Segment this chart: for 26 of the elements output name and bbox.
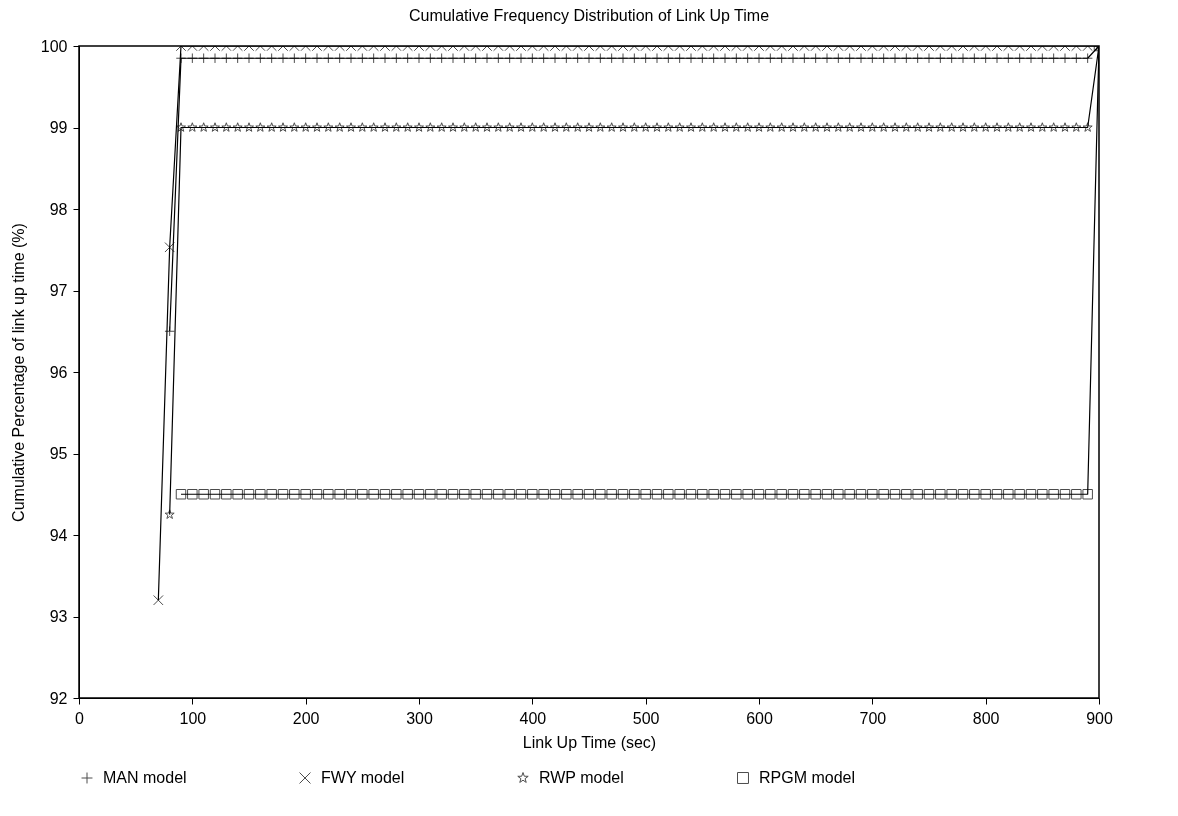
legend-label: FWY model <box>321 769 405 786</box>
x-tick-label: 200 <box>292 709 320 727</box>
chart-title: Cumulative Frequency Distribution of Link Up Time <box>408 7 770 24</box>
y-tick-label: 93 <box>49 608 68 625</box>
x-tick-label: 400 <box>519 709 547 727</box>
legend-label: MAN model <box>103 769 187 786</box>
x-axis-title: Link Up Time (sec) <box>522 733 657 751</box>
x-tick-label: 300 <box>406 709 433 727</box>
x-tick-label: 500 <box>632 709 660 727</box>
legend-label: RPGM model <box>759 769 856 786</box>
y-tick-label: 98 <box>49 200 68 218</box>
y-tick-label: 92 <box>49 689 68 707</box>
y-tick-label: 99 <box>49 119 68 136</box>
y-axis-title: Cumulative Percentage of link up time (%) <box>9 223 27 522</box>
x-tick-label: 100 <box>179 709 207 727</box>
legend-label: RWP model <box>539 769 624 786</box>
y-tick-label: 95 <box>49 445 68 462</box>
y-tick-label: 100 <box>40 37 68 55</box>
y-tick-label: 96 <box>49 363 68 381</box>
x-tick-label: 0 <box>75 709 85 727</box>
x-tick-label: 700 <box>859 709 887 727</box>
y-tick-label: 97 <box>49 282 68 299</box>
x-tick-label: 900 <box>1086 709 1113 727</box>
y-tick-label: 94 <box>49 526 68 544</box>
x-tick-label: 800 <box>972 709 1000 727</box>
x-tick-label: 600 <box>746 709 773 727</box>
